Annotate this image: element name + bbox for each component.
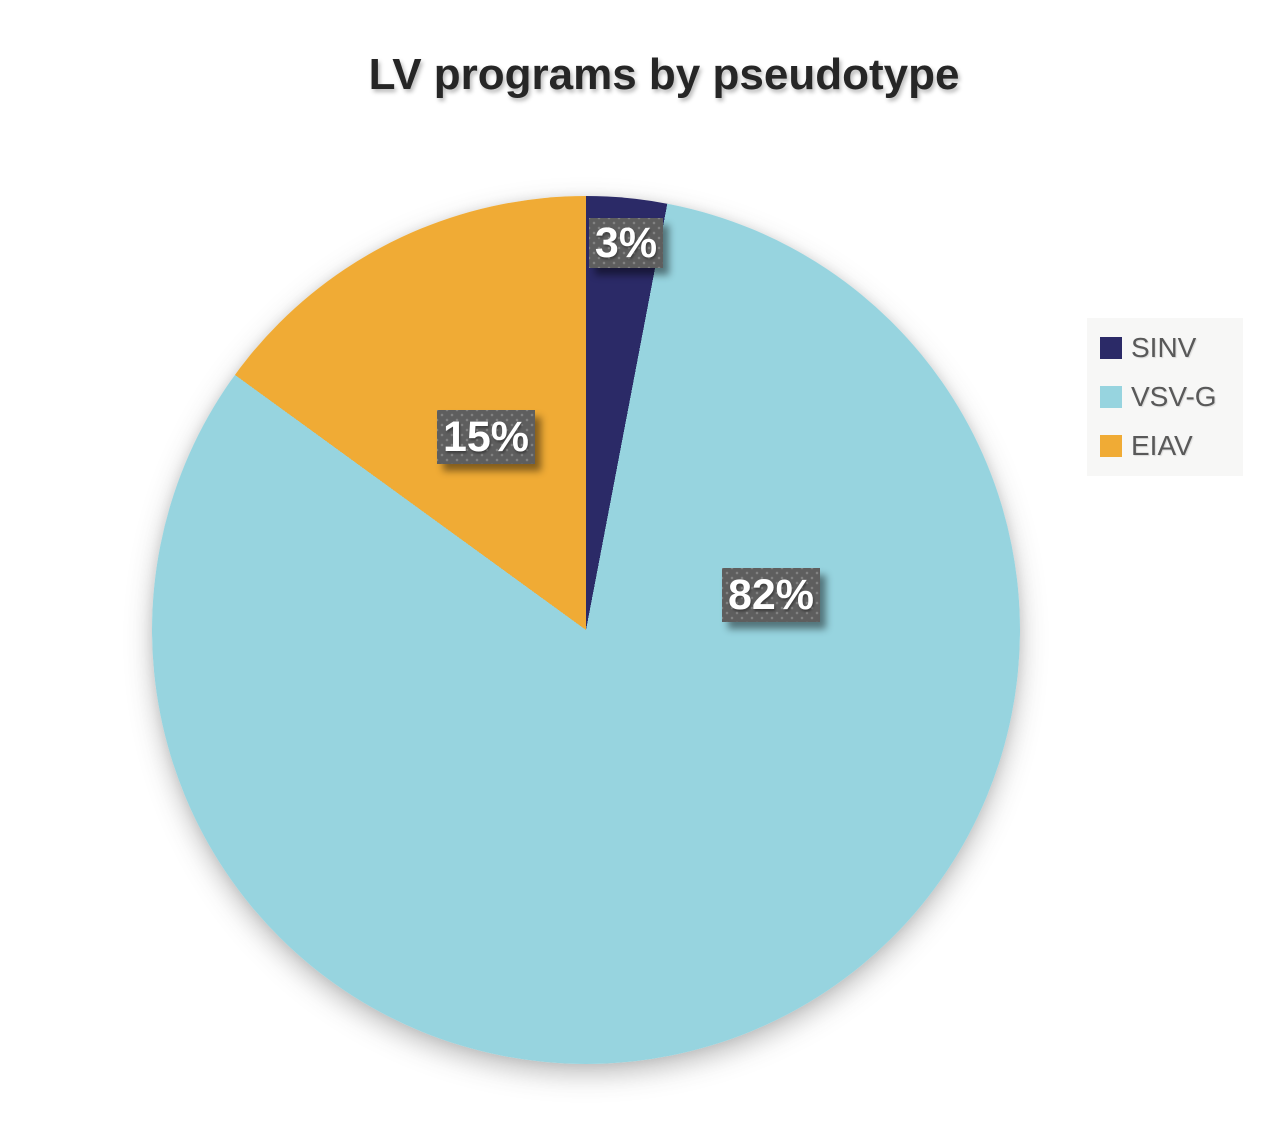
data-label-vsv-g: 82% — [722, 568, 820, 622]
legend-item-vsv-g: VSV-G — [1100, 380, 1243, 412]
legend-item-sinv: SINV — [1100, 334, 1243, 362]
data-label-sinv: 3% — [589, 218, 663, 268]
pie-chart — [152, 196, 1020, 1064]
chart-title: LV programs by pseudotype — [368, 50, 960, 99]
legend-label-sinv: SINV — [1131, 332, 1197, 364]
legend-item-eiav: EIAV — [1100, 429, 1243, 461]
legend-swatch-sinv — [1100, 337, 1122, 360]
legend-label-eiav: EIAV — [1131, 429, 1193, 461]
legend: SINV VSV-G EIAV — [1087, 318, 1243, 476]
legend-swatch-eiav — [1100, 434, 1122, 457]
data-label-eiav: 15% — [437, 410, 535, 464]
legend-label-vsv-g: VSV-G — [1131, 380, 1217, 412]
legend-swatch-vsv-g — [1100, 385, 1122, 408]
